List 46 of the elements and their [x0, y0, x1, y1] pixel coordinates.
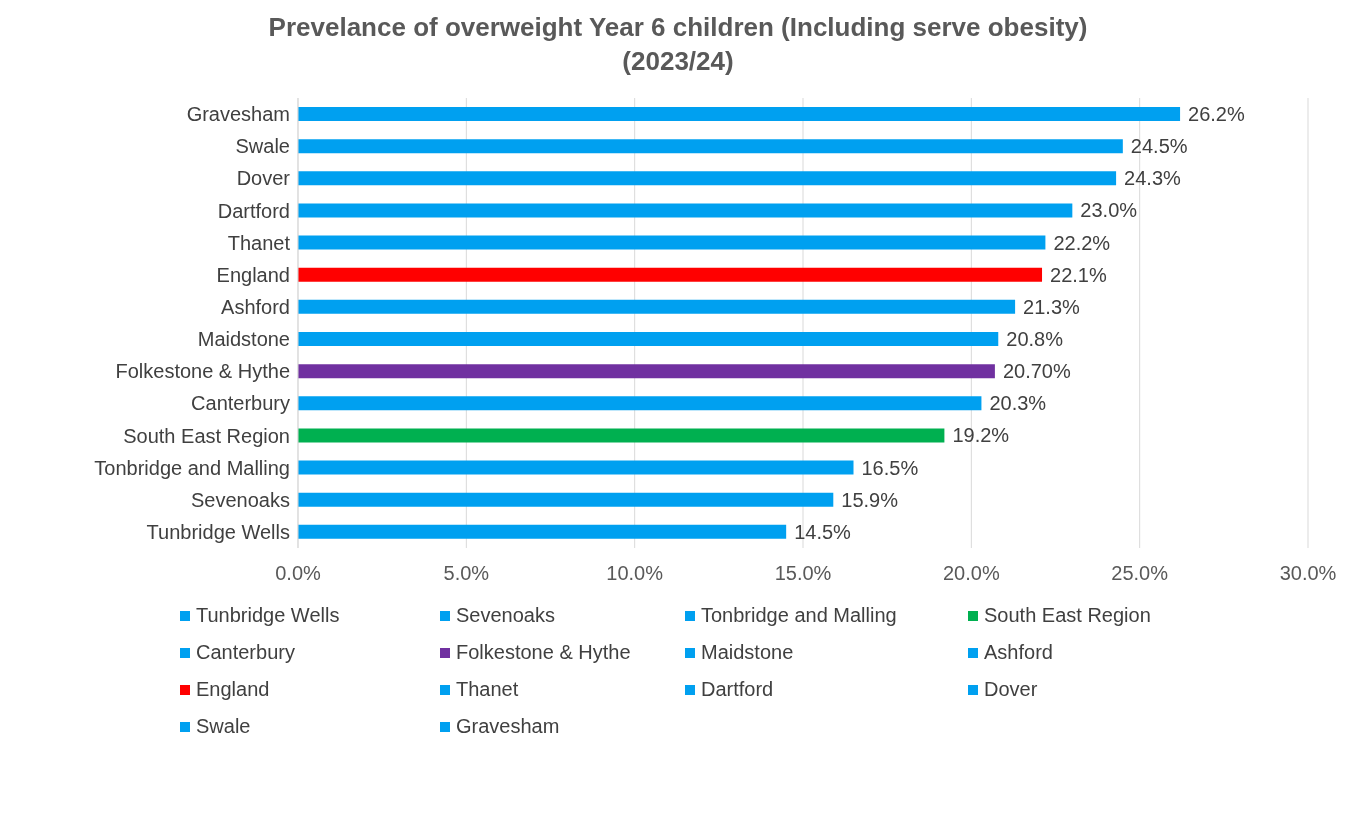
legend-label: Maidstone: [701, 641, 794, 664]
x-tick-label: 25.0%: [1111, 562, 1169, 585]
y-tick-label: Dover: [236, 167, 291, 190]
y-tick-label: Dartford: [217, 199, 290, 222]
y-tick-label: Swale: [235, 135, 290, 158]
legend-label: Ashford: [984, 641, 1053, 664]
data-label: 14.5%: [794, 520, 852, 543]
data-label: 24.5%: [1130, 135, 1188, 158]
data-label: 22.2%: [1053, 231, 1111, 254]
y-tick-label: Tonbridge and Malling: [94, 456, 290, 479]
y-tick-label: Canterbury: [191, 392, 290, 415]
x-tick-label: 20.0%: [942, 562, 1000, 585]
x-tick-label: 15.0%: [774, 562, 832, 585]
legend-label: Folkestone & Hythe: [456, 641, 631, 664]
y-tick-label: Sevenoaks: [191, 488, 290, 511]
data-label: 15.9%: [841, 488, 899, 511]
y-tick-label: Tunbridge Wells: [146, 521, 290, 544]
legend-label: Dover: [984, 678, 1038, 701]
x-tick-label: 5.0%: [443, 562, 490, 585]
y-tick-label: South East Region: [123, 424, 290, 447]
data-label: 19.2%: [952, 424, 1010, 447]
data-label: 22.1%: [1050, 263, 1107, 286]
x-tick-label: 10.0%: [606, 562, 664, 585]
y-tick-label: Gravesham: [186, 103, 290, 126]
x-tick-label: 30.0%: [1279, 562, 1337, 585]
data-label: 20.3%: [989, 392, 1047, 415]
data-label: 21.3%: [1023, 295, 1081, 318]
legend-label: South East Region: [984, 604, 1151, 627]
data-label: 20.70%: [1002, 360, 1071, 383]
data-label: 20.8%: [1006, 328, 1064, 350]
legend-label: Sevenoaks: [456, 604, 555, 627]
x-tick-label: 0.0%: [275, 562, 322, 585]
y-tick-label: Folkestone & Hythe: [115, 360, 290, 383]
legend-label: Gravesham: [456, 715, 560, 738]
y-tick-label: Thanet: [227, 231, 291, 254]
legend-label: Thanet: [456, 678, 519, 701]
y-tick-label: England: [216, 263, 290, 286]
legend-label: Dartford: [701, 678, 774, 701]
chart-title: Prevelance of overweight Year 6 children (Including serve obesity) (2023/24): [268, 11, 1088, 78]
data-label: 16.5%: [861, 456, 919, 479]
data-label: 24.3%: [1124, 167, 1182, 190]
data-label: 26.2%: [1188, 103, 1245, 125]
legend-label: Tonbridge and Malling: [701, 604, 897, 627]
y-tick-label: Maidstone: [197, 328, 290, 351]
y-tick-label: Ashford: [221, 296, 290, 319]
data-label: 23.0%: [1080, 199, 1138, 222]
